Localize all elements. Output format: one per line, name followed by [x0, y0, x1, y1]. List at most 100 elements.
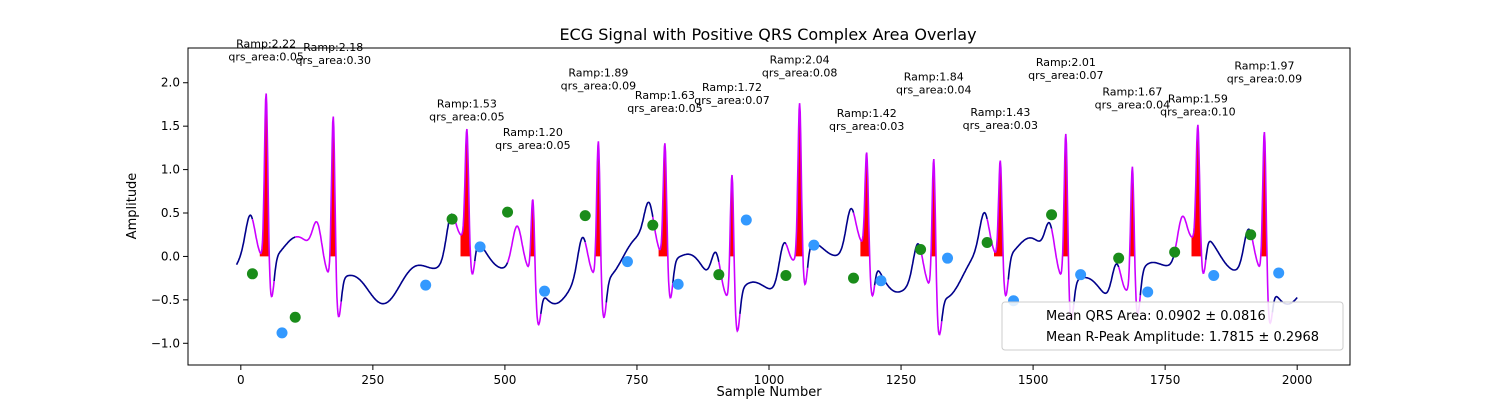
ecg-signal-segment-8	[540, 236, 586, 315]
ecg-signal-segment-29	[1249, 132, 1274, 325]
qrs-area-label-2: qrs_area:0.05	[429, 111, 504, 124]
ecg-signal-segment-25	[1117, 166, 1142, 316]
qrs-area-fill-9	[927, 159, 941, 257]
ecg-signal-segment-7	[506, 199, 542, 326]
legend-mean-r-amp: Mean R-Peak Amplitude: 1.7815 ± 0.2968	[1046, 330, 1319, 345]
ecg-signal-segment-10	[605, 201, 654, 303]
qrs-offset-marker-4	[621, 256, 633, 268]
qrs-offset-marker-14	[1273, 267, 1285, 279]
qrs-area-label-7: qrs_area:0.08	[762, 66, 837, 79]
ecg-signal-segment-26	[1139, 251, 1176, 296]
qrs-offset-marker-1	[420, 279, 432, 291]
plot-area: Ramp:2.22qrs_area:0.05Ramp:2.18qrs_area:…	[228, 38, 1302, 339]
qrs-onset-marker-3	[502, 206, 514, 218]
qrs-onset-marker-2	[446, 213, 458, 225]
y-tick-label-3: 0.5	[161, 206, 180, 220]
ecg-signal-segment-0	[235, 214, 254, 266]
ecg-signal-segment-28	[1205, 228, 1252, 271]
qrs-offset-marker-12	[1142, 286, 1154, 298]
qrs-area-fill-0	[259, 93, 273, 257]
y-tick-label-5: 1.5	[161, 119, 180, 133]
x-tick-label-4: 1000	[754, 373, 785, 387]
qrs-onset-marker-9	[915, 243, 927, 255]
qrs-area-fill-7	[793, 103, 806, 257]
ecg-signal-segment-2	[273, 236, 296, 282]
r-amp-label-0: Ramp:2.22	[236, 38, 296, 51]
x-tick-label-6: 1500	[1018, 373, 1049, 387]
qrs-area-fill-10	[994, 160, 1007, 257]
qrs-offset-marker-7	[808, 239, 820, 251]
qrs-area-label-13: qrs_area:0.10	[1160, 105, 1235, 118]
qrs-area-label-10: qrs_area:0.03	[963, 119, 1038, 132]
qrs-area-fill-1	[326, 116, 340, 257]
qrs-area-fill-4	[592, 141, 605, 257]
r-amp-label-9: Ramp:1.84	[904, 71, 964, 84]
ecg-signal-segment-4	[340, 213, 453, 305]
x-tick-label-3: 750	[626, 373, 649, 387]
qrs-offset-marker-5	[672, 278, 684, 290]
chart-title: ECG Signal with Positive QRS Complex Are…	[559, 25, 976, 44]
x-tick-label-8: 2000	[1282, 373, 1313, 387]
ecg-signal-segment-19	[919, 159, 943, 336]
qrs-area-fill-3	[526, 199, 540, 257]
ecg-signal-segment-13	[718, 174, 741, 333]
x-tick-label-7: 1750	[1150, 373, 1181, 387]
qrs-area-label-1: qrs_area:0.30	[296, 54, 371, 67]
qrs-area-label-4: qrs_area:0.09	[561, 79, 636, 92]
ecg-signal-segment-21	[986, 160, 1010, 297]
x-tick-label-5: 1250	[886, 373, 917, 387]
qrs-onset-marker-7	[780, 270, 792, 282]
qrs-onset-marker-10	[981, 237, 993, 249]
r-amp-label-12: Ramp:1.67	[1102, 85, 1162, 98]
ecg-signal-segment-27	[1173, 124, 1207, 275]
r-amp-label-5: Ramp:1.63	[635, 89, 695, 102]
ecg-signal-segment-22	[1007, 221, 1053, 280]
qrs-area-fill-12	[1126, 166, 1139, 257]
qrs-area-label-8: qrs_area:0.03	[829, 120, 904, 133]
r-amp-label-7: Ramp:2.04	[770, 53, 830, 66]
y-tick-label-1: −0.5	[151, 293, 180, 307]
qrs-onset-marker-11	[1046, 209, 1058, 221]
x-axis-label: Sample Number	[716, 385, 822, 400]
qrs-area-label-5: qrs_area:0.05	[627, 102, 702, 115]
ecg-signal-segment-20	[940, 211, 988, 322]
qrs-onset-marker-1	[289, 311, 301, 323]
qrs-onset-marker-5	[647, 219, 659, 231]
qrs-area-fill-6	[725, 175, 739, 257]
r-amp-label-6: Ramp:1.72	[702, 81, 762, 94]
qrs-offset-marker-3	[539, 285, 551, 297]
y-tick-label-6: 2.0	[161, 76, 180, 90]
ecg-signal-segment-9	[584, 141, 608, 319]
ecg-signal-segment-17	[852, 152, 876, 298]
ecg-signal-segment-1	[251, 93, 275, 298]
qrs-offset-marker-0	[276, 327, 288, 339]
qrs-area-label-9: qrs_area:0.04	[896, 84, 971, 97]
r-amp-label-10: Ramp:1.43	[970, 106, 1030, 119]
y-tick-label-4: 1.0	[161, 163, 180, 177]
qrs-area-label-11: qrs_area:0.07	[1028, 69, 1103, 82]
x-tick-label-1: 250	[361, 373, 384, 387]
qrs-offset-marker-8	[875, 275, 887, 287]
qrs-onset-marker-14	[1245, 229, 1257, 241]
qrs-offset-marker-6	[740, 214, 752, 226]
qrs-area-label-12: qrs_area:0.04	[1095, 98, 1170, 111]
summary-legend: Mean QRS Area: 0.0902 ± 0.0816 Mean R-Pe…	[1001, 301, 1344, 351]
qrs-area-label-0: qrs_area:0.05	[228, 51, 303, 64]
qrs-area-label-3: qrs_area:0.05	[495, 139, 570, 152]
x-axis: 0 250 500 750 1000 1250 1500 1750 2000	[237, 365, 1312, 387]
y-tick-label-2: 0.0	[161, 249, 180, 263]
ecg-signal-segment-12	[672, 251, 720, 284]
qrs-area-fill-5	[658, 143, 672, 257]
qrs-area-fill-11	[1059, 133, 1073, 257]
qrs-area-fill-14	[1258, 132, 1271, 257]
qrs-offset-marker-11	[1075, 269, 1087, 281]
y-axis-label: Amplitude	[125, 173, 140, 240]
y-tick-label-0: −1.0	[151, 336, 180, 350]
ecg-signal-segment-16	[806, 207, 855, 268]
ecg-signal-segment-15	[785, 103, 809, 287]
qrs-offset-marker-2	[474, 241, 486, 253]
qrs-onset-marker-4	[579, 210, 591, 222]
qrs-onset-marker-12	[1113, 252, 1125, 264]
ecg-signal-segment-5	[451, 128, 476, 275]
